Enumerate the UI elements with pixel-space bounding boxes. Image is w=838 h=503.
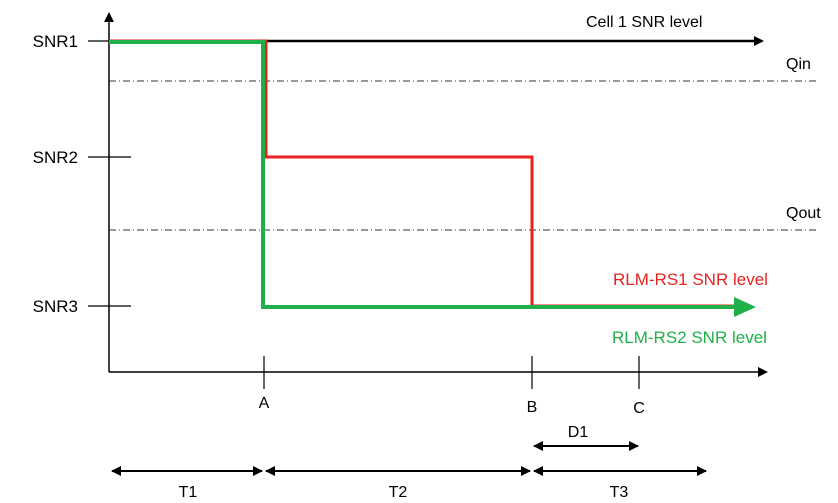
c-label: C xyxy=(633,400,645,417)
snr1-label: SNR1 xyxy=(33,32,78,51)
rlm-rs2-snr-line xyxy=(109,40,756,317)
rlm-rs2-label: RLM-RS2 SNR level xyxy=(612,328,767,347)
snr3-label: SNR3 xyxy=(33,297,78,316)
t3-label: T3 xyxy=(610,484,629,501)
qin-label: Qin xyxy=(786,56,811,73)
a-label: A xyxy=(259,395,270,412)
rlm-rs1-label: RLM-RS1 SNR level xyxy=(613,270,768,289)
t1-label: T1 xyxy=(179,484,198,501)
d1-label: D1 xyxy=(568,424,589,441)
cell1-snr-label: Cell 1 SNR level xyxy=(586,14,702,31)
qout-label: Qout xyxy=(786,205,821,222)
t2-label: T2 xyxy=(389,484,408,501)
snr2-label: SNR2 xyxy=(33,148,78,167)
b-label: B xyxy=(527,399,538,416)
